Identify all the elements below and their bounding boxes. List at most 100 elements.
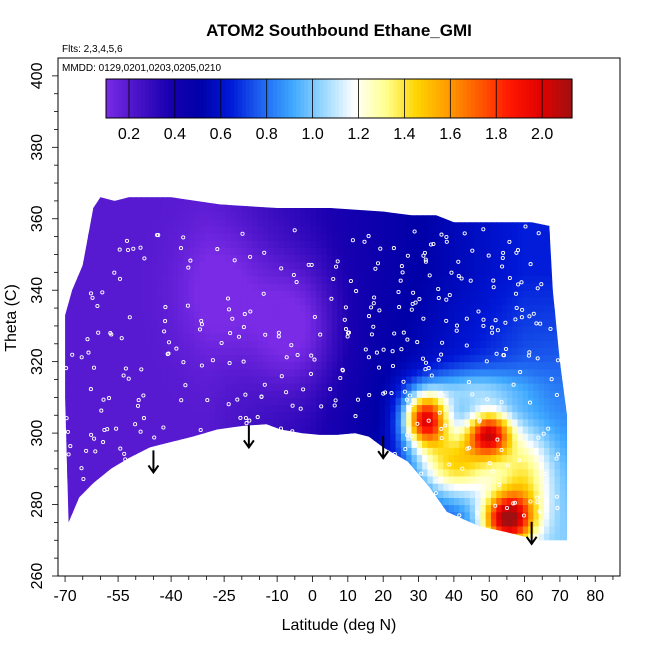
field-cell: [459, 375, 466, 384]
field-cell: [422, 233, 428, 241]
field-cell: [544, 361, 550, 370]
field-cell: [485, 468, 492, 477]
field-cell: [549, 318, 556, 327]
field-cell: [300, 354, 306, 363]
field-cell: [257, 268, 264, 277]
field-cell: [252, 297, 259, 306]
field-cell: [167, 233, 174, 241]
field-cell: [184, 547, 190, 555]
field-cell: [485, 454, 492, 463]
field-cell: [204, 318, 211, 327]
field-cell: [496, 368, 503, 377]
field-cell: [82, 361, 89, 370]
field-cell: [289, 290, 296, 298]
field-cell: [475, 397, 481, 406]
field-cell: [252, 247, 259, 255]
field-cell: [358, 240, 365, 248]
field-cell: [167, 290, 174, 298]
field-cell: [369, 411, 375, 420]
field-cell: [369, 311, 375, 320]
field-cell: [135, 197, 142, 205]
field-cell: [130, 297, 137, 306]
field-cell: [77, 204, 84, 213]
field-cell: [544, 497, 550, 506]
field-cell: [506, 318, 513, 327]
field-cell: [178, 418, 185, 427]
field-cell: [528, 490, 534, 498]
field-cell: [188, 440, 195, 448]
field-cell: [363, 483, 370, 491]
field-cell: [501, 325, 508, 334]
field-cell: [369, 347, 375, 356]
field-cell: [178, 426, 185, 434]
field-cell: [491, 383, 497, 391]
field-cell: [565, 497, 567, 506]
field-cell: [347, 233, 354, 241]
field-cell: [305, 325, 312, 334]
field-cell: [273, 233, 280, 241]
field-cell: [506, 518, 513, 527]
field-cell: [257, 275, 264, 284]
field-cell: [82, 211, 89, 220]
field-cell: [236, 268, 243, 277]
field-cell: [533, 433, 540, 441]
field-cell: [103, 318, 110, 327]
field-cell: [172, 518, 179, 527]
field-cell: [257, 340, 264, 348]
field-cell: [236, 383, 243, 391]
field-cell: [565, 426, 567, 434]
field-cell: [538, 411, 545, 420]
field-cell: [491, 490, 497, 498]
field-cell: [72, 347, 78, 356]
field-cell: [236, 454, 243, 463]
field-cell: [464, 261, 471, 270]
field-cell: [199, 333, 206, 341]
field-cell: [82, 290, 89, 298]
field-cell: [554, 418, 561, 427]
field-cell: [141, 225, 147, 234]
field-cell: [337, 311, 344, 320]
field-cell: [305, 418, 312, 427]
observation-point: [490, 330, 495, 335]
field-cell: [93, 497, 100, 506]
field-cell: [395, 490, 402, 498]
field-cell: [66, 454, 73, 463]
field-cell: [411, 311, 418, 320]
field-cell: [416, 311, 423, 320]
field-cell: [284, 433, 291, 441]
field-cell: [395, 240, 402, 248]
field-cell: [464, 297, 471, 306]
field-cell: [443, 347, 450, 356]
field-cell: [194, 283, 200, 291]
field-cell: [162, 233, 169, 241]
field-cell: [432, 440, 439, 448]
field-cell: [273, 383, 280, 391]
field-cell: [263, 390, 269, 398]
field-cell: [448, 397, 455, 406]
field-cell: [65, 340, 68, 348]
field-cell: [188, 418, 195, 427]
field-cell: [501, 347, 508, 356]
field-cell: [247, 383, 253, 391]
field-cell: [167, 240, 174, 248]
field-cell: [141, 197, 147, 198]
field-cell: [241, 468, 248, 477]
field-cell: [480, 304, 487, 313]
field-cell: [549, 454, 556, 463]
field-cell: [549, 404, 556, 413]
field-cell: [363, 197, 370, 198]
field-cell: [305, 433, 312, 441]
field-cell: [125, 526, 132, 534]
field-cell: [65, 354, 68, 363]
field-cell: [66, 526, 73, 534]
field-cell: [66, 411, 73, 420]
field-cell: [135, 325, 142, 334]
field-cell: [141, 204, 147, 213]
field-cell: [125, 497, 132, 506]
field-cell: [316, 461, 322, 470]
field-cell: [395, 390, 402, 398]
field-cell: [241, 504, 248, 513]
field-cell: [496, 547, 502, 555]
field-cell: [215, 375, 222, 384]
field-cell: [438, 404, 444, 413]
